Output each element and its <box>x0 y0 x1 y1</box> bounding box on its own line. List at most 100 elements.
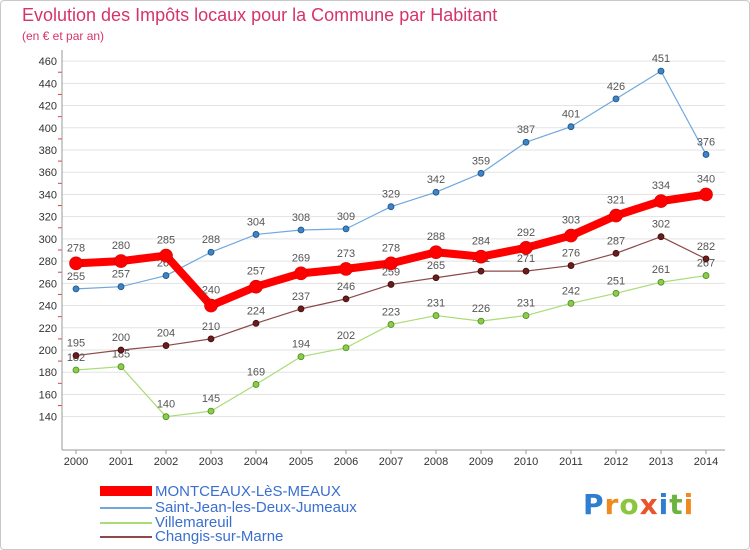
y-tick-label: 320 <box>39 212 57 224</box>
data-label-villemareuil: 145 <box>202 393 220 405</box>
data-label-changis-sur-marne: 200 <box>112 332 130 344</box>
x-tick-label: 2003 <box>199 456 223 468</box>
data-label-villemareuil: 261 <box>652 264 670 276</box>
data-point-saint-jean-les-deux-jumeaux <box>117 283 125 291</box>
legend-item-saint-jean-les-deux-jumeaux: Saint-Jean-les-Deux-Jumeaux <box>100 500 400 515</box>
data-point-montceaux-les-meaux <box>294 266 308 281</box>
legend-label-villemareuil: Villemareuil <box>155 514 233 531</box>
data-label-montceaux-les-meaux: 292 <box>517 227 535 239</box>
x-tick-label: 2000 <box>64 456 88 468</box>
data-label-changis-sur-marne: 210 <box>202 321 220 333</box>
y-tick-label: 180 <box>39 367 57 379</box>
data-label-changis-sur-marne: 195 <box>67 338 85 350</box>
logo-letter: t <box>669 488 684 521</box>
data-label-saint-jean-les-deux-jumeaux: 376 <box>697 136 715 148</box>
data-label-villemareuil: 231 <box>517 298 535 310</box>
y-tick-label: 280 <box>39 256 57 268</box>
data-label-changis-sur-marne: 282 <box>697 241 715 253</box>
data-label-montceaux-les-meaux: 340 <box>697 173 715 185</box>
data-point-changis-sur-marne <box>162 342 170 349</box>
x-tick-label: 2014 <box>694 456 718 468</box>
x-tick-label: 2005 <box>289 456 313 468</box>
data-label-saint-jean-les-deux-jumeaux: 359 <box>472 155 490 167</box>
data-label-villemareuil: 267 <box>697 258 715 270</box>
y-tick-label: 220 <box>39 323 57 335</box>
data-point-villemareuil <box>117 363 125 371</box>
data-point-saint-jean-les-deux-jumeaux <box>522 138 530 146</box>
data-point-saint-jean-les-deux-jumeaux <box>162 272 170 279</box>
data-label-montceaux-les-meaux: 278 <box>67 242 85 254</box>
data-point-changis-sur-marne <box>702 255 710 263</box>
legend-swatch-montceaux-les-meaux <box>100 486 152 496</box>
data-label-villemareuil: 231 <box>427 298 445 310</box>
data-label-changis-sur-marne: 276 <box>562 248 580 260</box>
x-tick-label: 2001 <box>109 456 133 468</box>
data-label-saint-jean-les-deux-jumeaux: 309 <box>337 211 355 223</box>
data-point-montceaux-les-meaux <box>564 228 578 243</box>
data-point-villemareuil <box>252 381 260 388</box>
x-tick-label: 2011 <box>559 456 583 468</box>
data-point-montceaux-les-meaux <box>654 194 668 208</box>
x-tick-label: 2010 <box>514 456 538 468</box>
data-label-montceaux-les-meaux: 280 <box>112 240 130 252</box>
data-label-changis-sur-marne: 237 <box>292 291 310 303</box>
data-point-montceaux-les-meaux <box>159 248 173 263</box>
data-label-saint-jean-les-deux-jumeaux: 401 <box>562 109 580 121</box>
data-label-montceaux-les-meaux: 288 <box>427 231 445 243</box>
y-tick-label: 160 <box>39 389 57 401</box>
y-tick-label: 240 <box>39 301 57 313</box>
data-point-changis-sur-marne <box>297 305 305 313</box>
legend-label-saint-jean-les-deux-jumeaux: Saint-Jean-les-Deux-Jumeaux <box>155 499 357 516</box>
data-label-villemareuil: 194 <box>292 339 310 351</box>
data-point-villemareuil <box>387 321 395 328</box>
data-point-saint-jean-les-deux-jumeaux <box>567 123 575 131</box>
data-point-saint-jean-les-deux-jumeaux <box>612 95 620 103</box>
data-point-villemareuil <box>162 413 170 421</box>
data-point-changis-sur-marne <box>342 295 350 303</box>
data-label-montceaux-les-meaux: 257 <box>247 266 265 278</box>
legend-item-montceaux-les-meaux: MONTCEAUX-LèS-MEAUX <box>100 484 400 499</box>
data-label-villemareuil: 226 <box>472 303 490 315</box>
data-point-montceaux-les-meaux <box>249 279 263 294</box>
data-label-villemareuil: 169 <box>247 366 265 378</box>
data-label-montceaux-les-meaux: 321 <box>607 195 625 207</box>
y-tick-label: 440 <box>39 78 57 90</box>
data-label-saint-jean-les-deux-jumeaux: 288 <box>202 234 220 246</box>
data-label-saint-jean-les-deux-jumeaux: 255 <box>67 271 85 283</box>
x-tick-label: 2004 <box>244 456 268 468</box>
x-tick-label: 2007 <box>379 456 403 468</box>
data-label-saint-jean-les-deux-jumeaux: 308 <box>292 212 310 224</box>
logo-letter: i <box>683 488 695 521</box>
data-label-montceaux-les-meaux: 303 <box>562 215 580 227</box>
series-changis-sur-marne: 1952002042102242372462592652712712762873… <box>67 219 715 359</box>
data-point-montceaux-les-meaux <box>114 254 128 268</box>
y-tick-label: 200 <box>39 345 57 357</box>
y-tick-label: 140 <box>39 412 57 424</box>
data-point-montceaux-les-meaux <box>339 262 353 276</box>
data-label-saint-jean-les-deux-jumeaux: 257 <box>112 269 130 281</box>
y-tick-label: 260 <box>39 278 57 290</box>
line-chart: 140 160 180 200 220 240 260 280 300 320 340 360 380 4… <box>39 50 725 468</box>
data-label-changis-sur-marne: 302 <box>652 219 670 231</box>
data-label-montceaux-les-meaux: 284 <box>472 236 490 248</box>
data-point-montceaux-les-meaux <box>609 208 623 223</box>
data-point-villemareuil <box>477 317 485 325</box>
data-point-villemareuil <box>567 299 575 307</box>
data-label-montceaux-les-meaux: 334 <box>652 180 670 192</box>
legend-swatch-villemareuil <box>100 522 152 524</box>
data-label-villemareuil: 202 <box>337 330 355 342</box>
data-label-montceaux-les-meaux: 273 <box>337 248 355 260</box>
x-tick-label: 2009 <box>469 456 493 468</box>
data-point-changis-sur-marne <box>252 319 260 327</box>
data-point-saint-jean-les-deux-jumeaux <box>702 151 710 158</box>
data-label-saint-jean-les-deux-jumeaux: 329 <box>382 189 400 201</box>
data-point-villemareuil <box>207 407 215 415</box>
proxiti-logo: Proxiti <box>583 488 694 521</box>
data-point-saint-jean-les-deux-jumeaux <box>387 203 395 211</box>
data-label-changis-sur-marne: 246 <box>337 281 355 293</box>
data-label-villemareuil: 223 <box>382 306 400 318</box>
data-point-saint-jean-les-deux-jumeaux <box>72 285 80 293</box>
data-label-saint-jean-les-deux-jumeaux: 304 <box>247 216 265 228</box>
y-tick-label: 300 <box>39 234 57 246</box>
chart-subtitle: (en € et par an) <box>22 29 105 43</box>
